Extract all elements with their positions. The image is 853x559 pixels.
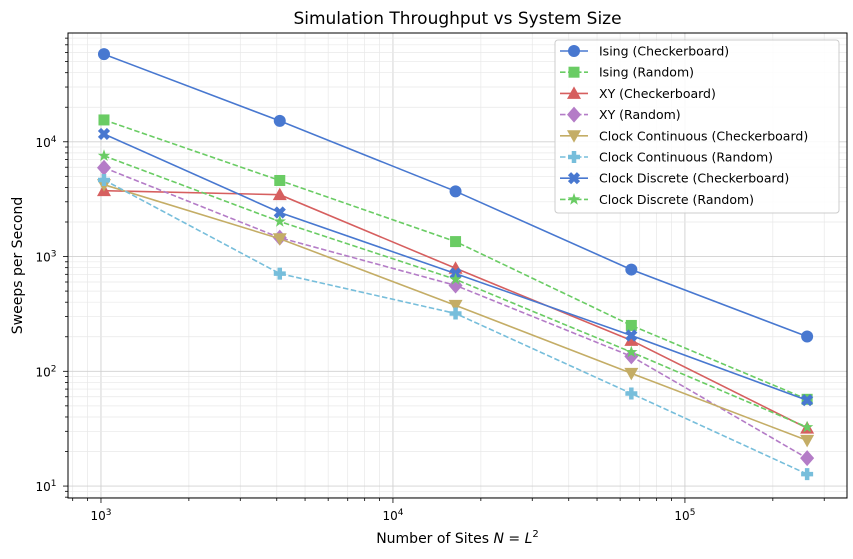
- plus-marker: [97, 173, 110, 186]
- triangle-up-marker: [567, 86, 581, 99]
- square-marker: [98, 114, 110, 126]
- square-marker: [274, 174, 286, 186]
- legend-label: Clock Discrete (Checkerboard): [599, 171, 789, 186]
- circle-marker: [568, 45, 580, 57]
- legend-label: Ising (Random): [599, 65, 694, 80]
- y-tick-label: 103: [35, 250, 56, 265]
- legend-label: Clock Continuous (Random): [599, 150, 773, 165]
- series-0: [97, 48, 814, 343]
- circle-marker: [97, 48, 110, 61]
- legend-label: Ising (Checkerboard): [599, 44, 729, 59]
- triangle-up-marker: [624, 333, 639, 346]
- triangle-up-marker: [272, 187, 287, 201]
- x-tick-label: 103: [90, 508, 111, 523]
- legend-item: Clock Continuous (Random): [560, 150, 773, 165]
- triangle-down-marker: [448, 299, 463, 313]
- star-marker: [625, 345, 638, 358]
- legend-label: Clock Continuous (Checkerboard): [599, 128, 808, 143]
- star-marker: [800, 420, 814, 433]
- x-marker: [273, 206, 286, 219]
- diamond-marker: [96, 159, 111, 176]
- y-tick-label: 104: [35, 135, 56, 150]
- star-marker: [567, 192, 581, 205]
- plus-marker: [801, 468, 814, 481]
- legend-label: XY (Checkerboard): [599, 86, 716, 101]
- square-marker: [568, 66, 580, 78]
- plus-marker: [625, 387, 638, 400]
- plus-marker: [568, 151, 580, 163]
- legend-item: Clock Continuous (Checkerboard): [560, 128, 808, 143]
- diamond-marker: [800, 450, 815, 467]
- square-marker: [450, 236, 462, 248]
- legend-item: XY (Random): [560, 106, 681, 123]
- x-marker: [567, 172, 581, 185]
- star-marker: [273, 215, 286, 227]
- series-7: [97, 149, 814, 433]
- square-marker: [625, 319, 637, 331]
- x-tick-label: 104: [382, 508, 403, 523]
- triangle-down-marker: [272, 233, 287, 246]
- series-5: [97, 173, 814, 481]
- x-axis-label: Number of Sites N = L2: [376, 529, 539, 547]
- diamond-marker: [567, 106, 581, 123]
- y-tick-label: 101: [35, 479, 56, 494]
- plus-marker: [449, 307, 462, 320]
- legend-item: Ising (Random): [560, 65, 694, 80]
- triangle-down-marker: [800, 434, 815, 448]
- legend: Ising (Checkerboard) Ising (Random) XY (Ch…: [554, 39, 840, 214]
- legend-item: XY (Checkerboard): [560, 86, 716, 101]
- legend-label: XY (Random): [599, 107, 681, 122]
- circle-marker: [801, 330, 814, 343]
- legend-item: Ising (Checkerboard): [560, 44, 729, 59]
- x-marker: [801, 394, 814, 407]
- circle-marker: [449, 185, 462, 198]
- triangle-down-marker: [624, 367, 639, 381]
- y-tick-label: 102: [35, 364, 56, 379]
- series-line: [103, 179, 808, 475]
- triangle-down-marker: [567, 130, 581, 143]
- star-marker: [97, 149, 111, 161]
- legend-item: Clock Discrete (Checkerboard): [560, 171, 789, 186]
- circle-marker: [625, 263, 638, 276]
- legend-label: Clock Discrete (Random): [599, 192, 754, 207]
- plus-marker: [273, 267, 286, 280]
- star-marker: [449, 272, 462, 285]
- diamond-marker: [624, 348, 639, 365]
- x-marker: [97, 127, 111, 141]
- circle-marker: [273, 114, 286, 127]
- x-marker: [625, 329, 638, 342]
- y-axis-label: Sweeps per Second: [10, 197, 26, 334]
- plot-frame: [67, 32, 848, 499]
- x-tick-label: 105: [674, 508, 695, 523]
- legend-box: [554, 39, 840, 214]
- legend-item: Clock Discrete (Random): [560, 192, 754, 207]
- chart-title: Simulation Throughput vs System Size: [293, 9, 621, 29]
